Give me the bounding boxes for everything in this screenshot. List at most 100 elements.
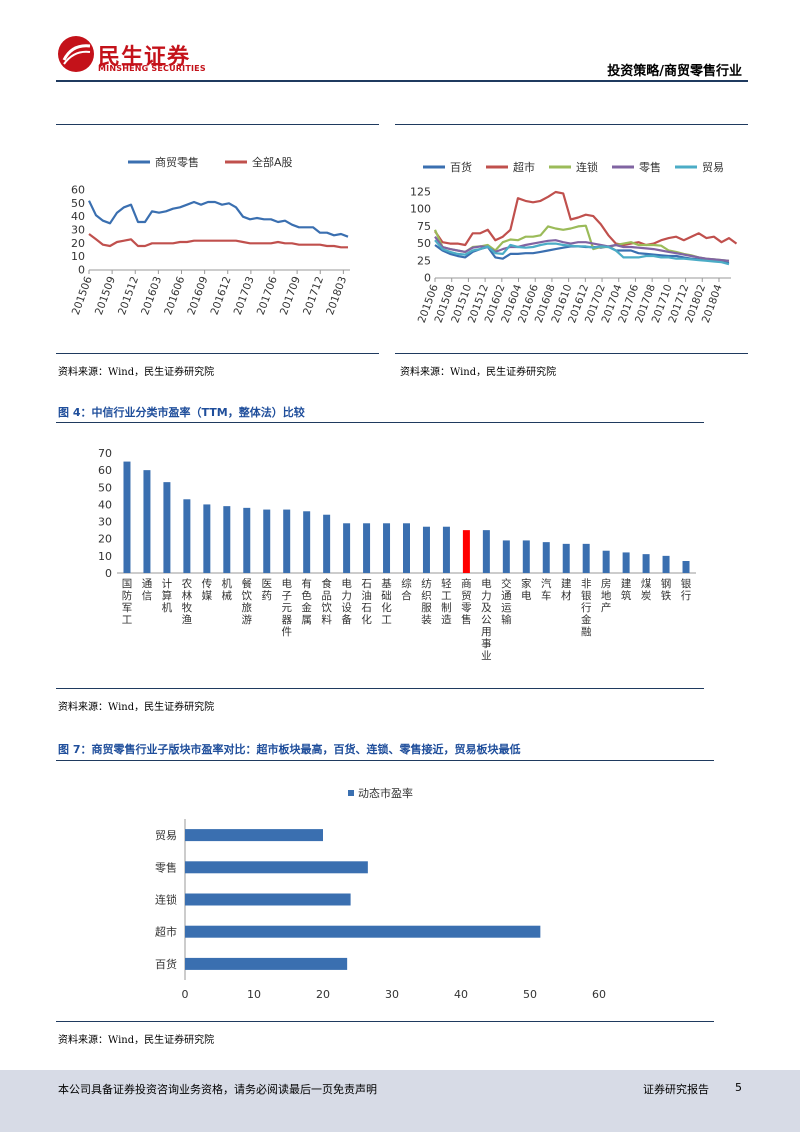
- chart2-top-rule: [395, 124, 748, 125]
- category-label: 轻工制造: [441, 577, 452, 626]
- category-label: 零售: [155, 860, 177, 874]
- x-tick-label: 30: [385, 988, 399, 1001]
- category-label: 超市: [155, 925, 177, 939]
- x-tick-label: 40: [454, 988, 468, 1001]
- category-label: 钢铁: [661, 577, 672, 602]
- bar: [622, 552, 630, 573]
- bar: [462, 530, 470, 573]
- category-label: 国防军工: [122, 578, 133, 626]
- y-tick-label: 125: [410, 186, 431, 199]
- category-label: 食品饮料: [321, 577, 332, 626]
- bar: [383, 523, 391, 573]
- header-divider: [56, 80, 748, 82]
- y-tick-label: 60: [71, 184, 85, 197]
- x-tick-label: 201803: [324, 275, 349, 317]
- legend-swatch: [348, 790, 354, 796]
- chart3-bottom-rule: [56, 688, 704, 689]
- legend-label: 动态市盈率: [358, 786, 413, 800]
- category-label: 计算机: [162, 577, 173, 614]
- category-label: 电力及公用事业: [481, 577, 492, 662]
- chart1-source: 资料来源：Wind，民生证券研究院: [58, 367, 215, 378]
- category-label: 贸易: [155, 829, 177, 842]
- footer-disclaimer: 本公司具备证券投资咨询业务资格，请务必阅读最后一页免责声明: [58, 1083, 377, 1096]
- chart2-bottom-rule: [395, 353, 748, 354]
- x-tick-label: 201609: [185, 275, 210, 317]
- chart1-top-rule: [56, 124, 379, 125]
- category-label: 建材: [561, 577, 572, 602]
- category-label: 基础化工: [381, 577, 392, 626]
- category-label: 煤炭: [641, 577, 652, 602]
- bar: [185, 925, 541, 938]
- bar: [243, 507, 251, 573]
- category-label: 房地产: [601, 577, 612, 614]
- y-tick-label: 30: [71, 224, 85, 237]
- bar: [185, 861, 368, 874]
- category-label: 商贸零售: [461, 577, 472, 626]
- y-tick-label: 50: [417, 237, 431, 250]
- category-label: 机械: [222, 577, 233, 602]
- x-tick-label: 201709: [278, 275, 303, 317]
- y-tick-label: 40: [71, 210, 85, 223]
- bar: [602, 550, 610, 573]
- x-tick-label: 201612: [209, 275, 234, 317]
- category-label: 农林牧渔: [182, 577, 193, 626]
- y-tick-label: 50: [71, 197, 85, 210]
- bar: [183, 499, 191, 573]
- bar: [422, 526, 430, 573]
- bar: [143, 470, 151, 573]
- bar: [203, 504, 211, 573]
- category-label: 家电: [521, 577, 532, 602]
- bar: [123, 461, 131, 573]
- y-tick-label: 0: [78, 264, 85, 277]
- x-tick-label: 10: [247, 988, 261, 1001]
- bar: [542, 542, 550, 573]
- bar: [403, 523, 410, 573]
- bar: [263, 509, 271, 573]
- bar: [163, 482, 171, 573]
- legend-label: 商贸零售: [155, 155, 199, 169]
- y-tick-label: 20: [98, 533, 112, 546]
- bar: [522, 540, 530, 573]
- bar: [185, 893, 351, 906]
- y-tick-label: 20: [71, 237, 85, 250]
- y-tick-label: 0: [424, 272, 431, 285]
- x-tick-label: 201706: [255, 275, 280, 317]
- chart4-source: 资料来源：Wind，民生证券研究院: [58, 1035, 215, 1046]
- category-label: 电力设备: [341, 577, 352, 626]
- series-line: [434, 239, 730, 266]
- category-label: 有色金属: [301, 577, 312, 626]
- figure4-title: 图 4：中信行业分类市盈率（TTM，整体法）比较: [58, 406, 305, 419]
- footer-report-type: 证券研究报告: [643, 1083, 709, 1096]
- category-label: 百货: [155, 957, 177, 971]
- category-label: 餐饮旅游: [242, 577, 253, 626]
- bar: [343, 523, 351, 573]
- category-label: 医药: [261, 578, 272, 602]
- category-label: 传媒: [202, 578, 213, 602]
- category-label: 连锁: [155, 893, 177, 907]
- bar: [363, 523, 371, 573]
- category-label: 银行: [681, 577, 692, 602]
- bar: [185, 829, 323, 842]
- y-tick-label: 10: [98, 550, 112, 563]
- series-line: [434, 190, 738, 247]
- x-tick-label: 60: [592, 988, 606, 1001]
- bar: [662, 555, 670, 573]
- chart2-source: 资料来源：Wind，民生证券研究院: [400, 367, 557, 378]
- bar: [442, 526, 450, 573]
- chart3-bar-chart: 0 10 20 30 40 50 60 70 国防军工通信计算机农林牧渔传媒机械餐饮旅游医药电子…: [98, 447, 696, 662]
- footer-band: [0, 1070, 800, 1132]
- legend-label: 贸易: [702, 161, 724, 174]
- bar: [482, 530, 490, 573]
- category-label: 石油石化: [361, 578, 372, 626]
- company-name-en: MINSHENG SECURITIES: [98, 64, 206, 73]
- company-logo-icon: [58, 36, 94, 72]
- chart1-bottom-rule: [56, 353, 379, 354]
- y-tick-label: 25: [417, 254, 431, 267]
- figure7-title: 图 7：商贸零售行业子版块市盈率对比：超市板块最高，百货、连锁、零售接近，贸易板…: [58, 743, 521, 756]
- x-tick-label: 201509: [93, 275, 118, 317]
- report-section: 投资策略/商贸零售行业: [607, 64, 742, 79]
- legend-label: 零售: [639, 160, 661, 174]
- company-name-cn: 民生证券: [98, 45, 191, 70]
- chart4-top-rule: [56, 760, 714, 761]
